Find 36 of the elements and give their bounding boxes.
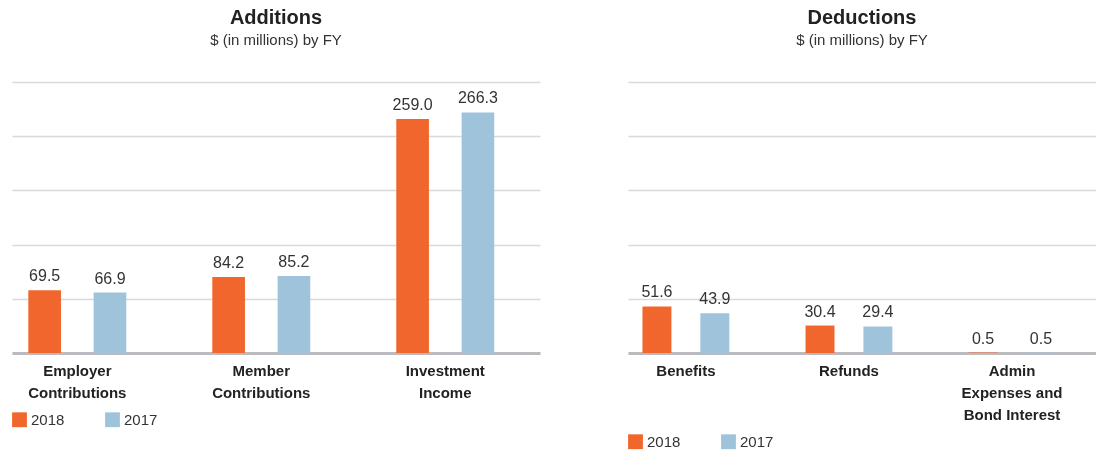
data-label: 84.2 [213, 253, 245, 271]
bar [212, 276, 245, 353]
legend-label: 2017 [740, 432, 774, 450]
data-label: 266.3 [457, 89, 499, 107]
x-tick-label: Admin Expenses and Bond Interest [961, 361, 1063, 423]
data-label: 69.5 [29, 267, 61, 285]
data-label: 30.4 [804, 302, 836, 320]
data-label: 43.9 [699, 290, 731, 308]
bar [93, 292, 127, 353]
data-label: 29.4 [862, 303, 894, 321]
x-tick-label: Benefits [656, 361, 716, 379]
data-label: 259.0 [392, 96, 433, 114]
chart-title: Additions [229, 6, 323, 28]
x-tick-label: Member Contributions [212, 361, 311, 401]
legend-label: 2017 [124, 410, 158, 428]
data-label: 66.9 [94, 269, 126, 287]
legend-label: 2018 [31, 410, 65, 428]
bar [863, 326, 893, 353]
chart-subtitle: $ (in millions) by FY [796, 31, 928, 48]
bar [461, 112, 495, 353]
data-label: 0.5 [971, 329, 995, 347]
data-label: 0.5 [1029, 329, 1053, 347]
chart-subtitle: $ (in millions) by FY [210, 31, 342, 48]
bar [700, 313, 730, 353]
x-tick-label: Employer Contributions [28, 361, 127, 401]
bar [396, 119, 429, 353]
bar [277, 276, 311, 353]
data-label: 51.6 [641, 283, 673, 301]
bar [642, 306, 672, 353]
legend-label: 2018 [647, 432, 681, 450]
bar [805, 325, 835, 353]
x-tick-label: Investment Income [405, 361, 485, 401]
x-tick-label: Refunds [818, 361, 879, 379]
data-label: 85.2 [278, 253, 310, 271]
chart-title: Deductions [807, 6, 917, 28]
bar [28, 290, 61, 353]
